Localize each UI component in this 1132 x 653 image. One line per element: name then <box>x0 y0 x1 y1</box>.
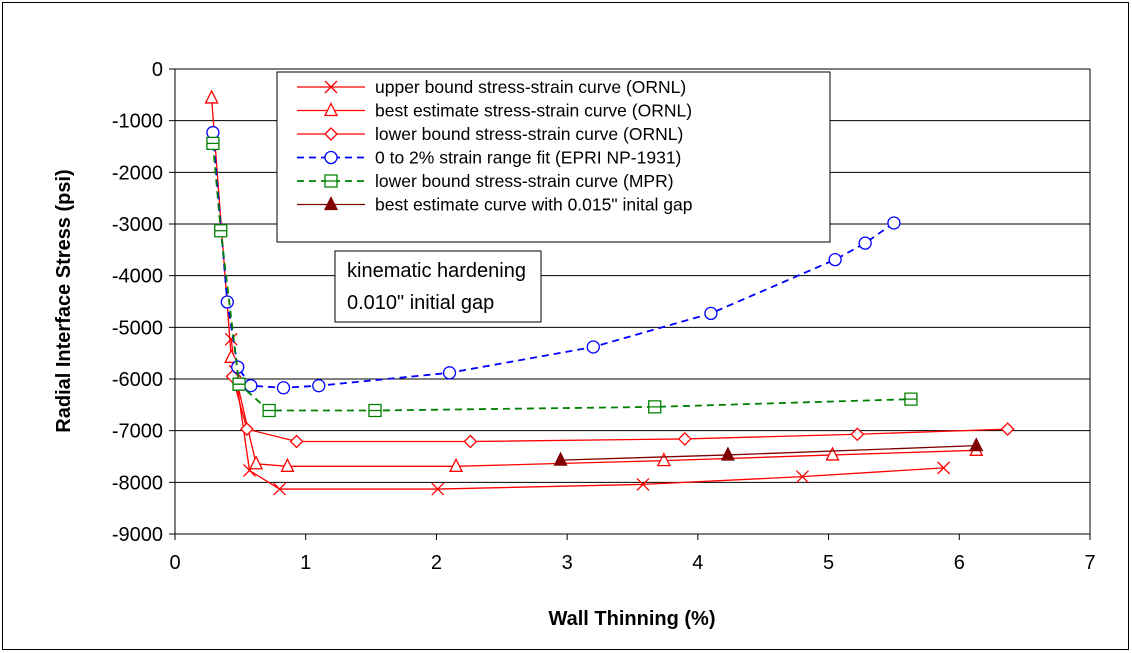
legend-marker <box>324 174 338 188</box>
legend-label: lower bound stress-strain curve (MPR) <box>375 171 674 191</box>
data-point <box>850 427 865 442</box>
data-point <box>704 306 718 321</box>
legend-label: lower bound stress-strain curve (ORNL) <box>375 124 683 144</box>
data-point <box>720 446 735 461</box>
series-4 <box>206 125 901 395</box>
data-point <box>232 377 246 391</box>
series-5 <box>206 136 918 418</box>
y-tick-label: -6000 <box>112 369 163 391</box>
series-3 <box>225 369 1015 449</box>
data-point <box>224 348 239 363</box>
annotation-border <box>334 250 542 323</box>
data-point <box>273 482 287 496</box>
data-point <box>289 434 304 449</box>
legend-label: best estimate stress-strain curve (ORNL) <box>375 101 692 121</box>
data-point <box>795 470 809 484</box>
x-tick-label: 4 <box>692 552 703 574</box>
legend-marker <box>324 80 338 94</box>
legend-label: best estimate curve with 0.015" inital g… <box>375 195 693 215</box>
x-tick-label: 0 <box>169 552 180 574</box>
data-point <box>239 422 254 437</box>
data-point <box>442 366 457 380</box>
data-point <box>431 482 445 496</box>
series-6 <box>553 437 984 466</box>
data-point <box>648 400 662 414</box>
data-point <box>276 381 291 395</box>
x-tick-label: 3 <box>562 552 573 574</box>
y-tick-label: -2000 <box>112 162 163 184</box>
legend-marker <box>323 196 339 211</box>
legend-marker <box>323 102 339 117</box>
y-tick-label: 0 <box>152 59 163 81</box>
y-tick-label: -4000 <box>112 266 163 288</box>
x-tick-label: 6 <box>954 552 965 574</box>
data-point <box>244 379 258 393</box>
data-point <box>312 379 326 393</box>
annotation-line: kinematic hardening <box>347 260 526 282</box>
legend: upper bound stress-strain curve (ORNL) be… <box>276 71 831 243</box>
y-tick-label: -8000 <box>112 472 163 494</box>
data-point <box>448 457 464 472</box>
data-point <box>553 451 568 466</box>
series-layer <box>204 89 1015 496</box>
y-tick-label: -5000 <box>112 317 163 339</box>
data-point <box>1000 422 1015 437</box>
data-point <box>825 446 840 461</box>
data-point <box>858 236 872 250</box>
legend-box <box>276 71 831 243</box>
data-point <box>636 477 650 491</box>
data-point <box>828 252 842 267</box>
legend-label: upper bound stress-strain curve (ORNL) <box>375 77 686 97</box>
annotation-box: kinematic hardening 0.010" initial gap <box>334 250 542 323</box>
y-tick-label: -1000 <box>112 111 163 133</box>
annotation-line: 0.010" initial gap <box>347 292 494 314</box>
data-point <box>214 224 228 238</box>
y-tick-label: -7000 <box>112 421 163 443</box>
data-point <box>887 216 901 230</box>
data-point <box>586 340 600 354</box>
axes: 0 -1000 -2000 -3000 -4000 -5000 -6000 -7000 -800… <box>112 59 1096 574</box>
x-axis-title: Wall Thinning (%) <box>548 608 715 630</box>
legend-label: 0 to 2% strain range fit (EPRI NP-1931) <box>375 148 681 168</box>
y-tick-label: -9000 <box>112 524 163 546</box>
legend-marker <box>324 150 338 165</box>
y-axis-title: Radial Interface Stress (psi) <box>53 169 75 432</box>
data-point <box>677 432 692 446</box>
x-tick-label: 7 <box>1084 552 1095 574</box>
data-point <box>224 332 238 346</box>
data-point <box>904 392 918 406</box>
data-point <box>248 455 264 470</box>
data-point <box>262 403 276 418</box>
data-point <box>280 457 295 472</box>
legend-marker <box>324 127 338 141</box>
data-point <box>969 437 984 452</box>
data-point <box>204 89 219 104</box>
data-point <box>206 136 220 151</box>
x-tick-label: 5 <box>823 552 834 574</box>
data-point <box>937 461 951 475</box>
x-tick-label: 1 <box>300 552 311 574</box>
data-point <box>463 434 478 449</box>
data-point <box>368 403 382 418</box>
data-point <box>220 295 234 309</box>
y-tick-label: -3000 <box>112 214 163 236</box>
data-point <box>656 452 671 467</box>
x-tick-label: 2 <box>431 552 442 574</box>
